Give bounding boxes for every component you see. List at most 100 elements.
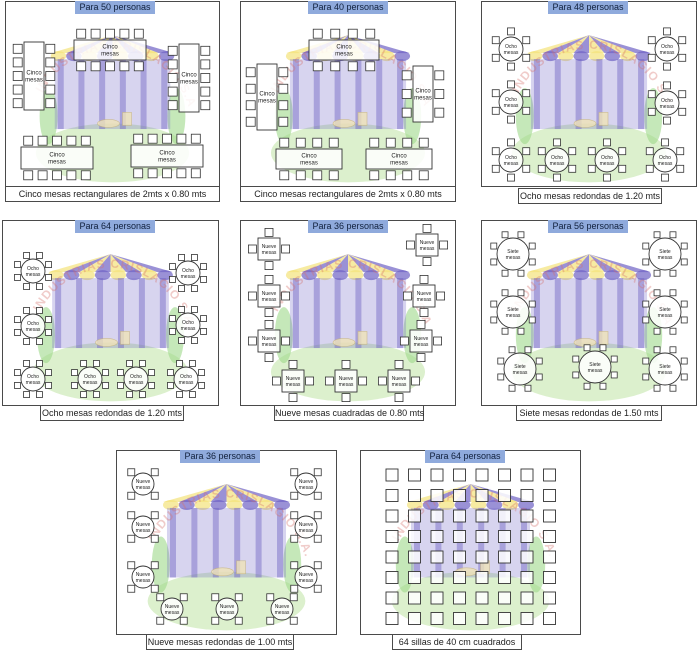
chair <box>653 231 661 239</box>
chair <box>490 242 498 250</box>
chair <box>234 616 243 625</box>
chair <box>416 353 426 363</box>
chair <box>402 291 412 301</box>
chair <box>408 612 421 625</box>
table-label: mesas <box>26 272 41 278</box>
chair <box>150 511 159 520</box>
chair <box>543 571 556 584</box>
chair <box>147 133 158 144</box>
table-label: mesas <box>513 370 528 376</box>
tent-roof-stripe <box>573 254 589 273</box>
chair <box>439 240 449 250</box>
chair <box>365 28 376 39</box>
chair <box>289 593 298 602</box>
panel-title: Para 48 personas <box>548 1 628 14</box>
panel-caption: Cinco mesas rectangulares de 2mts x 0.80… <box>240 186 456 202</box>
square-table <box>409 329 433 353</box>
chair <box>23 135 34 146</box>
chair <box>537 164 546 173</box>
chair <box>618 164 627 173</box>
chair <box>680 300 688 308</box>
chair <box>408 530 421 543</box>
chair <box>528 300 536 308</box>
round-table <box>175 312 201 338</box>
tent-valance <box>486 499 503 510</box>
chair <box>434 70 445 81</box>
chair <box>12 71 23 81</box>
chair <box>200 263 207 270</box>
tent-roof-stripe <box>112 35 159 54</box>
chair <box>150 491 159 500</box>
chair <box>583 344 591 352</box>
tent-curtain <box>117 278 124 349</box>
chair <box>394 393 404 403</box>
chair <box>162 133 172 144</box>
chair <box>680 316 688 324</box>
table-label: mesas <box>658 255 673 261</box>
chair <box>278 67 289 78</box>
chair <box>377 376 387 386</box>
chair <box>66 170 77 181</box>
chair <box>501 269 509 277</box>
table-label: Ocho <box>505 155 517 161</box>
chair <box>520 612 534 625</box>
chair <box>416 320 426 329</box>
table-label: mesas <box>129 380 144 386</box>
chair <box>369 170 380 181</box>
tent-roof-stripe <box>589 35 621 54</box>
tent-valance <box>301 270 317 281</box>
chair <box>278 100 289 111</box>
table-label: mesas <box>506 255 521 261</box>
chair <box>522 164 531 173</box>
chair <box>279 170 290 181</box>
square-table <box>257 237 281 261</box>
tent-curtain <box>138 278 145 349</box>
tent-curtain <box>191 507 198 578</box>
table-label: Nueve <box>286 376 301 382</box>
table-label: mesas <box>158 158 176 164</box>
chair <box>453 550 466 564</box>
tent-valance <box>518 499 535 510</box>
chair <box>520 591 534 605</box>
table-label: mesas <box>258 99 276 105</box>
chair <box>419 308 429 317</box>
seating-layout: CincomesasCincomesasCincomesasCincomesas… <box>12 28 211 181</box>
chair <box>139 391 146 398</box>
chair <box>248 336 257 346</box>
garden-chair <box>236 560 246 575</box>
chair <box>23 252 30 259</box>
tent-roof-stripe <box>194 483 227 502</box>
panel-title: Para 56 personas <box>548 220 628 233</box>
seating-layout: CincomesasCincomesasCincomesasCincomesas… <box>245 28 445 181</box>
chair <box>645 147 654 156</box>
round-table <box>173 366 199 392</box>
chair <box>313 561 322 570</box>
tent-valance <box>285 270 302 281</box>
chair <box>663 62 671 71</box>
chair <box>475 571 489 584</box>
round-table <box>503 352 537 386</box>
panel-frame: INDUSTRIAS CRISLAGIO S.A. de C.V.Ochomes… <box>481 1 697 187</box>
chair <box>528 316 536 324</box>
chair <box>411 376 421 386</box>
chair <box>583 382 591 390</box>
table-label: Ocho <box>27 374 39 380</box>
chair <box>402 170 413 181</box>
tent-valance <box>526 270 543 281</box>
chair <box>127 511 136 520</box>
seating-layout: SietemesasSietemesasSietemesasSietemesas… <box>490 231 688 392</box>
chair <box>281 244 290 254</box>
tent-body <box>530 278 648 349</box>
chair <box>167 369 174 376</box>
seating-plan-svg: INDUSTRIAS CRISLAGIO S.A. de C.V.Ochomes… <box>3 221 207 402</box>
tent-roof-stripe <box>226 483 243 502</box>
chair <box>167 73 178 83</box>
chair <box>498 468 511 482</box>
chair <box>669 327 677 335</box>
garden-table <box>332 119 356 128</box>
tent-roof-stripe <box>573 35 589 54</box>
tent-curtain <box>638 278 645 349</box>
tent-valance <box>470 499 487 510</box>
table-label: mesas <box>181 274 196 280</box>
chair <box>330 61 341 72</box>
